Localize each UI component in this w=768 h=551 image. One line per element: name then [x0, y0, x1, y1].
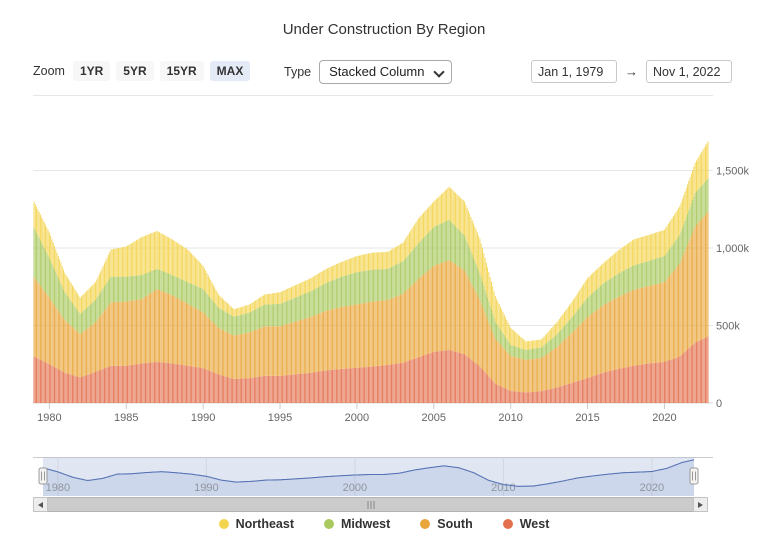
- chart-type-control: Type Stacked Column: [284, 60, 453, 84]
- date-range-control: →: [531, 60, 732, 83]
- scroll-left-arrow-icon: [38, 501, 43, 508]
- scroll-right-button[interactable]: [693, 497, 708, 512]
- zoom-range-buttons: Zoom 1YR 5YR 15YR MAX: [33, 61, 251, 81]
- svg-text:1,500k: 1,500k: [716, 166, 750, 178]
- svg-text:2010: 2010: [498, 412, 522, 424]
- svg-text:2000: 2000: [343, 482, 367, 494]
- legend-item-south[interactable]: South: [420, 517, 473, 531]
- zoom-5yr-button[interactable]: 5YR: [116, 61, 154, 81]
- svg-text:1985: 1985: [114, 412, 138, 424]
- svg-text:2020: 2020: [640, 482, 664, 494]
- svg-text:500k: 500k: [716, 321, 740, 333]
- northeast-dot-icon: [218, 519, 229, 529]
- zoom-15yr-button[interactable]: 15YR: [159, 61, 204, 81]
- legend-item-midwest[interactable]: Midwest: [323, 517, 390, 531]
- chart-type-select[interactable]: Stacked Column: [319, 60, 453, 84]
- svg-text:2015: 2015: [575, 412, 599, 424]
- west-dot-icon: [502, 519, 513, 529]
- legend-item-northeast[interactable]: Northeast: [218, 517, 294, 531]
- date-from-input[interactable]: [531, 60, 617, 83]
- svg-text:1980: 1980: [46, 482, 70, 494]
- type-label: Type: [284, 65, 312, 79]
- navigator[interactable]: 19801990200020102020: [33, 457, 713, 497]
- scrollbar-grip-icon: [367, 501, 374, 509]
- legend-item-west[interactable]: West: [502, 517, 549, 531]
- svg-text:1980: 1980: [37, 412, 61, 424]
- svg-text:2005: 2005: [422, 412, 446, 424]
- scroll-right-arrow-icon: [698, 501, 703, 508]
- midwest-dot-icon: [323, 519, 334, 529]
- svg-text:0: 0: [716, 398, 722, 410]
- scrollbar-thumb[interactable]: [48, 497, 693, 512]
- axis-labels: 0 500k 1,000k 1,500k 1980 1985 1990 1995 2000 200…: [37, 166, 749, 425]
- range-arrow-icon: →: [625, 64, 638, 79]
- zoom-max-button[interactable]: MAX: [209, 61, 251, 81]
- svg-text:1,000k: 1,000k: [716, 243, 750, 255]
- svg-text:1990: 1990: [191, 412, 215, 424]
- svg-text:1995: 1995: [268, 412, 292, 424]
- chart-title: Under Construction By Region: [282, 21, 486, 38]
- date-to-input[interactable]: [646, 60, 732, 83]
- navigator-scrollbar[interactable]: [33, 497, 708, 512]
- navigator-left-handle[interactable]: [38, 467, 48, 485]
- zoom-1yr-button[interactable]: 1YR: [72, 61, 111, 81]
- south-dot-icon: [420, 519, 431, 529]
- scroll-left-button[interactable]: [33, 497, 48, 512]
- svg-text:2000: 2000: [345, 412, 369, 424]
- svg-text:2020: 2020: [652, 412, 676, 424]
- navigator-right-handle[interactable]: [689, 467, 699, 485]
- stacked-bars[interactable]: [33, 141, 709, 404]
- chart-legend: Northeast Midwest South West: [0, 517, 768, 531]
- svg-text:1990: 1990: [194, 482, 218, 494]
- zoom-label: Zoom: [33, 64, 65, 78]
